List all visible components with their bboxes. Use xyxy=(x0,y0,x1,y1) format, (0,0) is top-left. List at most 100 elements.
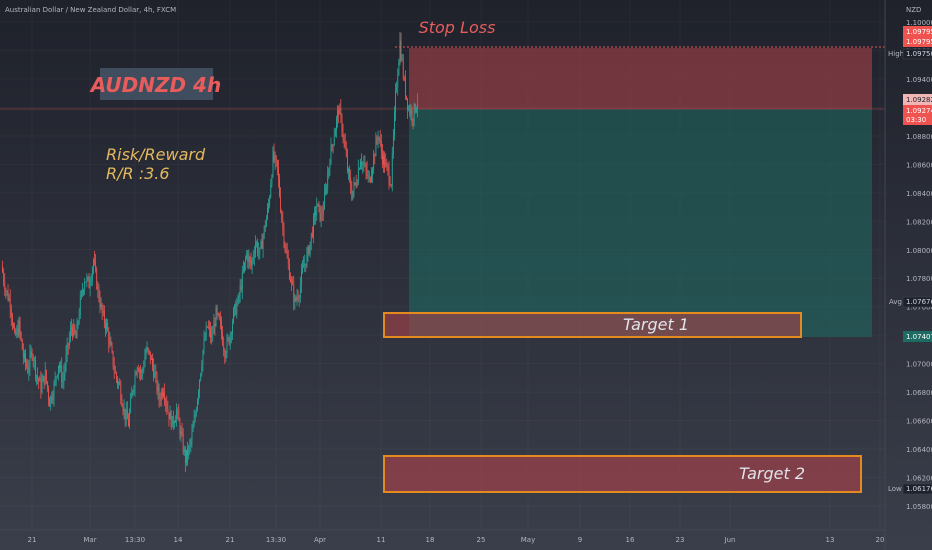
stop-price-badge xyxy=(903,26,932,47)
y-tick-label: 1.07800 xyxy=(906,275,932,283)
high-label: High xyxy=(888,50,904,58)
candle-body xyxy=(365,164,367,171)
candle-body xyxy=(256,243,257,244)
target-2-label: Target 2 xyxy=(739,464,805,483)
candle-body xyxy=(298,297,300,299)
candle-body xyxy=(40,378,42,392)
candle-body xyxy=(276,160,278,167)
candle-body xyxy=(21,339,23,350)
candle-body xyxy=(29,352,31,368)
candle-body xyxy=(13,324,14,327)
candle-body xyxy=(96,268,98,289)
candle-body xyxy=(334,129,336,137)
candle-body xyxy=(63,373,65,381)
candle-body xyxy=(9,298,11,309)
candle-body xyxy=(194,414,196,420)
x-tick-label: 21 xyxy=(226,536,235,544)
candle-body xyxy=(355,183,357,186)
candle-body xyxy=(390,185,392,186)
candle-body xyxy=(342,132,344,137)
candle-body xyxy=(278,166,279,179)
high-value: 1.09750 xyxy=(906,50,932,58)
candle-body xyxy=(36,375,37,377)
candle-body xyxy=(35,359,36,376)
candle-body xyxy=(130,398,132,413)
chart-title: AUDNZD 4h xyxy=(89,73,221,97)
candle-body xyxy=(280,195,282,212)
candle-body xyxy=(155,371,157,375)
candle-body xyxy=(354,182,356,184)
candle-body xyxy=(54,377,56,384)
candle-body xyxy=(265,217,267,227)
stop-price-b: 1.09795 xyxy=(906,38,932,46)
y-tick-label: 1.08400 xyxy=(906,190,932,198)
candle-body xyxy=(332,144,334,146)
candle-body xyxy=(293,284,295,303)
y-tick-label: 1.08800 xyxy=(906,133,932,141)
candle-body xyxy=(267,207,268,218)
x-tick-label: 14 xyxy=(174,536,183,544)
candle-body xyxy=(165,400,167,403)
candle-body xyxy=(182,434,184,453)
candle-body xyxy=(268,204,269,208)
candle-body xyxy=(156,374,158,391)
candle-body xyxy=(6,290,8,292)
candle-body xyxy=(316,206,318,216)
candle-body xyxy=(39,378,41,382)
candle-body xyxy=(47,381,48,389)
rr-label: Risk/Reward xyxy=(106,145,206,164)
candle-body xyxy=(410,109,412,114)
candle-body xyxy=(350,177,352,190)
candle-body xyxy=(244,262,245,270)
candle-body xyxy=(61,365,63,382)
candle-body xyxy=(235,304,237,315)
candle-body xyxy=(154,371,156,378)
candle-body xyxy=(24,353,25,358)
x-tick-label: May xyxy=(521,536,535,544)
candle-body xyxy=(126,409,128,420)
candle-body xyxy=(356,182,358,186)
candle-body xyxy=(250,260,252,266)
countdown: 03:30 xyxy=(906,116,926,124)
candle-body xyxy=(7,290,9,301)
candle-body xyxy=(271,176,273,185)
candle-body xyxy=(152,357,153,366)
candle-body xyxy=(202,350,204,366)
candle-body xyxy=(375,138,377,157)
candle-body xyxy=(25,353,26,363)
candle-body xyxy=(142,369,144,373)
candle-body xyxy=(5,290,7,292)
candle-body xyxy=(103,310,105,323)
candle-body xyxy=(214,323,216,327)
candle-body xyxy=(245,258,246,263)
candle-body xyxy=(403,77,405,79)
candle-body xyxy=(66,343,68,355)
candle-body xyxy=(210,328,211,338)
candle-body xyxy=(82,291,83,293)
candle-body xyxy=(247,252,249,263)
candle-body xyxy=(136,367,138,375)
candle-body xyxy=(203,339,205,351)
candle-body xyxy=(20,332,22,340)
candle-body xyxy=(400,40,402,60)
candle-body xyxy=(258,251,260,253)
candle-body xyxy=(52,397,54,400)
candle-body xyxy=(57,365,59,375)
candle-body xyxy=(212,334,214,335)
candle-body xyxy=(309,241,311,255)
candle-body xyxy=(239,286,241,297)
candle-body xyxy=(191,431,193,441)
candles xyxy=(2,32,418,473)
candle-body xyxy=(87,276,89,278)
candle-body xyxy=(109,340,111,344)
candle-body xyxy=(146,348,148,351)
candle-body xyxy=(31,351,33,358)
candle-body xyxy=(179,420,181,435)
candle-body xyxy=(149,351,151,360)
candle-body xyxy=(32,357,34,361)
candle-body xyxy=(387,164,389,169)
low-label: Low xyxy=(888,485,902,493)
candle-body xyxy=(64,366,66,374)
target-1-zone xyxy=(383,312,802,338)
candle-body xyxy=(147,348,149,351)
